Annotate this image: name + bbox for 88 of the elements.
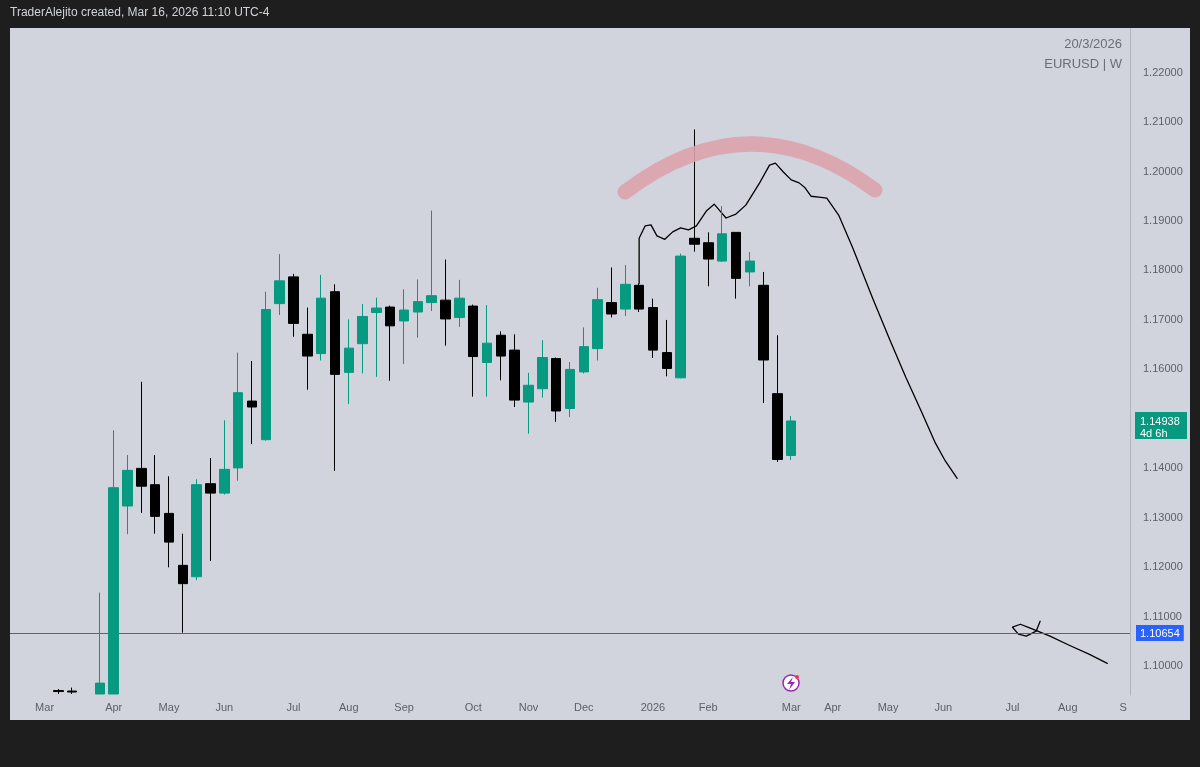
x-tick-label: Sep bbox=[394, 700, 414, 713]
line-series bbox=[1011, 620, 1108, 664]
candlestick bbox=[330, 283, 340, 472]
candlestick bbox=[247, 360, 257, 445]
candlestick bbox=[191, 478, 202, 581]
y-tick-label: 1.11000 bbox=[1143, 609, 1182, 622]
y-tick-label: 1.18000 bbox=[1143, 263, 1183, 276]
x-tick-label: Jul bbox=[286, 700, 301, 713]
candlestick bbox=[122, 454, 133, 535]
candlestick bbox=[316, 274, 326, 362]
x-tick-label: S bbox=[1119, 700, 1127, 713]
candlestick bbox=[371, 297, 382, 378]
candlestick bbox=[178, 533, 188, 634]
candlestick bbox=[731, 231, 741, 300]
y-tick-label: 1.20000 bbox=[1143, 164, 1183, 177]
candlestick bbox=[509, 333, 520, 408]
x-tick-label: Feb bbox=[698, 700, 718, 713]
candlestick bbox=[399, 288, 409, 365]
candlestick bbox=[164, 475, 174, 568]
candlestick bbox=[648, 298, 658, 359]
y-tick-label: 1.12000 bbox=[1143, 560, 1183, 573]
candlestick bbox=[620, 264, 631, 317]
y-tick-label: 1.10000 bbox=[1143, 659, 1183, 672]
candlestick bbox=[95, 592, 105, 695]
candlestick bbox=[233, 352, 243, 482]
candlestick bbox=[786, 415, 796, 461]
candlestick bbox=[426, 210, 437, 312]
candlestick bbox=[219, 419, 230, 496]
candlestick bbox=[413, 278, 423, 339]
ref-line-label: 1.10654 bbox=[1140, 626, 1180, 639]
candlestick bbox=[758, 271, 769, 404]
candlestick bbox=[717, 205, 727, 263]
candlestick bbox=[274, 253, 285, 316]
candlestick bbox=[288, 273, 299, 338]
y-tick-label: 1.14000 bbox=[1143, 461, 1183, 474]
candlestick bbox=[344, 318, 354, 405]
y-tick-label: 1.17000 bbox=[1143, 312, 1183, 325]
candlestick bbox=[675, 253, 686, 379]
candlestick bbox=[205, 457, 216, 562]
x-tick-label: Mar bbox=[781, 700, 802, 713]
y-tick-label: 1.21000 bbox=[1143, 115, 1183, 128]
x-tick-label: Mar bbox=[35, 700, 55, 713]
x-tick-label: Apr bbox=[105, 700, 123, 713]
x-tick-label: Jul bbox=[1005, 700, 1020, 713]
x-tick-label: Aug bbox=[1057, 700, 1078, 713]
candlestick bbox=[53, 688, 64, 695]
x-tick-label: May bbox=[158, 700, 180, 713]
candlestick bbox=[468, 304, 478, 398]
candlestick bbox=[772, 334, 783, 463]
candlestick bbox=[261, 291, 271, 442]
candlestick bbox=[606, 266, 617, 318]
y-tick-label: 1.13000 bbox=[1143, 510, 1183, 523]
candlestick bbox=[537, 339, 548, 399]
candlestick bbox=[592, 287, 603, 362]
candlestick bbox=[523, 372, 534, 435]
candlestick bbox=[385, 305, 395, 382]
candlestick bbox=[150, 454, 160, 535]
x-tick-label: Oct bbox=[464, 700, 482, 713]
candlestick bbox=[136, 381, 147, 514]
candlestick bbox=[579, 326, 589, 374]
x-tick-label: 2026 bbox=[640, 700, 666, 713]
annotation: 20/3/2026 bbox=[1063, 35, 1122, 53]
candlestick bbox=[67, 687, 77, 695]
candlestick bbox=[662, 319, 672, 377]
candlestick bbox=[565, 361, 575, 418]
x-tick-label: Nov bbox=[518, 700, 539, 713]
candlestick bbox=[496, 330, 506, 381]
x-tick-label: Apr bbox=[824, 700, 842, 713]
annotation: EURUSD | W bbox=[1044, 55, 1122, 73]
text: TraderAlejito created, Mar 16, 2026 11:10 UTC-4 bbox=[10, 5, 270, 19]
candlestick bbox=[745, 251, 755, 287]
y-tick-label: 1.19000 bbox=[1143, 213, 1183, 226]
candlestick bbox=[482, 304, 492, 398]
candlestick bbox=[108, 429, 119, 695]
candlestick bbox=[302, 307, 313, 391]
candlestick bbox=[440, 259, 451, 347]
x-tick-label: Jun bbox=[215, 700, 234, 713]
x-tick-label: May bbox=[877, 700, 899, 713]
candlestick bbox=[454, 279, 465, 328]
candlestick bbox=[703, 231, 714, 287]
candlestick bbox=[551, 357, 561, 423]
y-tick-label: 1.16000 bbox=[1143, 362, 1183, 375]
y-tick-label: 1.22000 bbox=[1143, 65, 1183, 78]
x-tick-label: Dec bbox=[574, 700, 595, 713]
x-tick-label: Aug bbox=[338, 700, 359, 713]
text: 1.14938 4d 6h bbox=[1140, 414, 1180, 439]
candlestick bbox=[357, 303, 368, 374]
x-tick-label: Jun bbox=[934, 700, 953, 713]
